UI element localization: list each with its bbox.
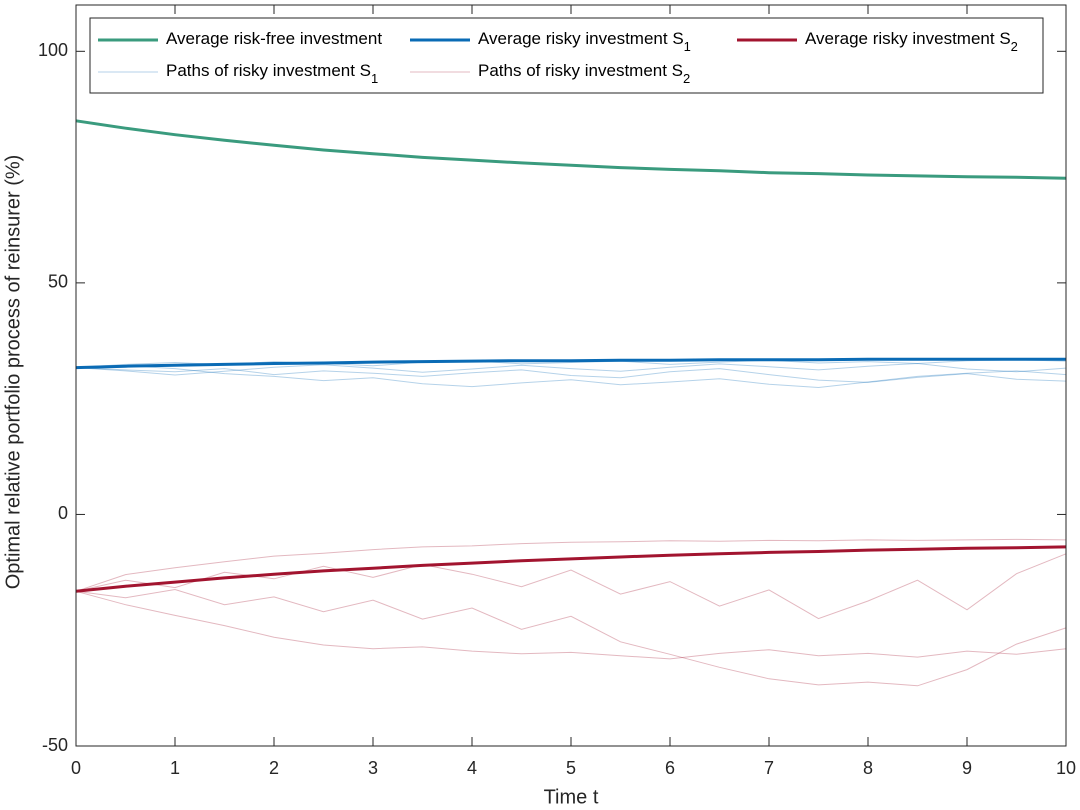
x-axis-label: Time t <box>544 786 599 808</box>
x-tick-label: 0 <box>71 758 81 778</box>
average-line <box>75 119 1067 180</box>
x-tick-label: 3 <box>368 758 378 778</box>
path-line <box>75 588 1067 687</box>
plot-frame <box>75 4 1067 747</box>
legend-name: Average risky investment S <box>805 29 1011 48</box>
x-tick-label: 5 <box>566 758 576 778</box>
x-tick-label: 6 <box>665 758 675 778</box>
legend-name: Average risk-free investment <box>166 29 382 48</box>
y-tick-label: 100 <box>38 40 68 60</box>
path-line <box>75 538 1067 592</box>
average-line <box>75 545 1067 593</box>
x-tick-label: 4 <box>467 758 477 778</box>
path-line <box>75 553 1067 620</box>
x-tick-label: 1 <box>170 758 180 778</box>
legend <box>89 17 1044 94</box>
x-tick-label: 7 <box>764 758 774 778</box>
legend-label: Paths of risky investment S2 <box>478 61 690 86</box>
legend-name: Paths of risky investment S <box>166 61 371 80</box>
path-line <box>75 590 1067 660</box>
path-line <box>75 365 1067 389</box>
legend-subscript: 2 <box>1011 39 1018 54</box>
y-tick-label: 0 <box>58 503 68 523</box>
legend-label: Paths of risky investment S1 <box>166 61 378 86</box>
legend-label: Average risky investment S1 <box>478 29 691 54</box>
x-tick-label: 10 <box>1056 758 1076 778</box>
legend-subscript: 2 <box>683 71 690 86</box>
legend-label: Average risky investment S2 <box>805 29 1018 54</box>
y-tick-label: 50 <box>48 272 68 292</box>
x-tick-label: 9 <box>962 758 972 778</box>
legend-subscript: 1 <box>684 39 691 54</box>
path-line <box>75 362 1067 376</box>
path-line <box>75 367 1067 383</box>
x-tick-label: 8 <box>863 758 873 778</box>
y-tick-label: -50 <box>42 735 68 755</box>
legend-subscript: 1 <box>371 71 378 86</box>
legend-name: Paths of risky investment S <box>478 61 683 80</box>
legend-label: Average risk-free investment <box>166 29 382 48</box>
legend-name: Average risky investment S <box>478 29 684 48</box>
x-tick-label: 2 <box>269 758 279 778</box>
average-line <box>75 357 1066 370</box>
y-axis-label: Optimal relative portfolio process of re… <box>2 155 24 590</box>
